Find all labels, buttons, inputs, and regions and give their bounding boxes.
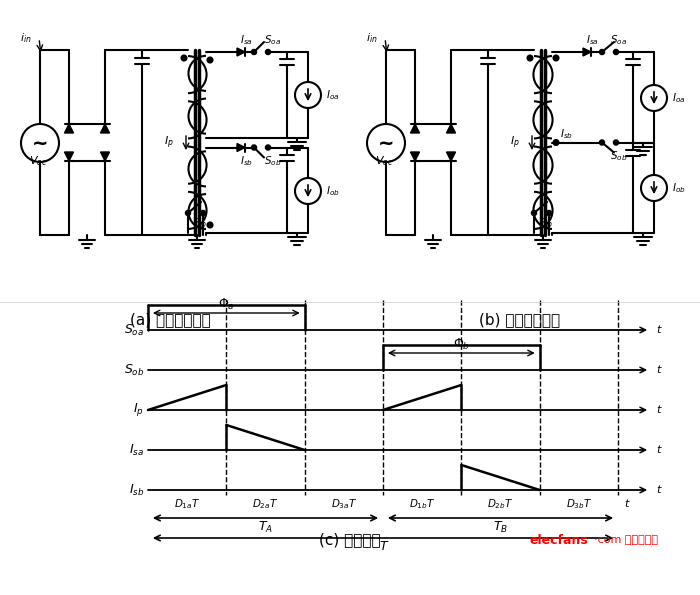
Text: $I_{sb}$: $I_{sb}$ [560, 127, 573, 142]
Text: t: t [656, 405, 660, 415]
Text: $D_{1b}T$: $D_{1b}T$ [409, 497, 435, 511]
Text: ·com 电子发烧友: ·com 电子发烧友 [594, 535, 658, 545]
Text: $T_B$: $T_B$ [493, 519, 508, 534]
Circle shape [614, 50, 618, 54]
Text: ~: ~ [378, 133, 394, 152]
Text: $I_{oa}$: $I_{oa}$ [326, 88, 340, 102]
Text: $i_{in}$: $i_{in}$ [20, 31, 32, 45]
Text: $S_{ob}$: $S_{ob}$ [264, 155, 281, 168]
Polygon shape [237, 143, 245, 152]
Text: t: t [656, 485, 660, 495]
Circle shape [295, 82, 321, 108]
Circle shape [641, 85, 667, 111]
Circle shape [266, 50, 270, 54]
Text: $D_{3a}T$: $D_{3a}T$ [330, 497, 357, 511]
Text: $I_{sa}$: $I_{sa}$ [586, 33, 598, 47]
Text: $I_{sa}$: $I_{sa}$ [129, 443, 144, 458]
Polygon shape [101, 124, 109, 133]
Text: $I_{oa}$: $I_{oa}$ [672, 91, 685, 105]
Text: T: T [379, 540, 387, 553]
Text: $V_{ac}$: $V_{ac}$ [374, 154, 393, 168]
Text: elecfans: elecfans [530, 534, 589, 546]
Circle shape [295, 178, 321, 204]
Text: $i_{in}$: $i_{in}$ [366, 31, 377, 45]
Text: $I_{sb}$: $I_{sb}$ [129, 483, 144, 497]
Polygon shape [583, 48, 591, 56]
Circle shape [201, 211, 205, 215]
Text: $T_A$: $T_A$ [258, 519, 273, 534]
Text: t: t [656, 365, 660, 375]
Text: $S_p$: $S_p$ [539, 217, 552, 233]
Circle shape [547, 211, 551, 215]
Text: $I_p$: $I_p$ [164, 135, 174, 151]
Text: $I_{ob}$: $I_{ob}$ [326, 184, 340, 198]
Text: (c) 开关时序: (c) 开关时序 [319, 533, 381, 547]
Circle shape [266, 145, 270, 150]
Text: $S_{ob}$: $S_{ob}$ [610, 149, 627, 164]
Circle shape [600, 140, 604, 145]
Text: t: t [656, 445, 660, 455]
Circle shape [554, 55, 559, 61]
Text: $D_{1a}T$: $D_{1a}T$ [174, 497, 200, 511]
Text: $\Phi_a$: $\Phi_a$ [218, 296, 234, 312]
Circle shape [614, 140, 618, 145]
Text: $I_p$: $I_p$ [510, 135, 520, 151]
Text: $S_{oa}$: $S_{oa}$ [124, 322, 144, 337]
Text: $I_{ob}$: $I_{ob}$ [672, 181, 686, 195]
Polygon shape [101, 152, 109, 161]
Polygon shape [410, 152, 419, 161]
Text: (a) 独立输出绕组: (a) 独立输出绕组 [130, 312, 211, 327]
Polygon shape [410, 124, 419, 133]
Text: $D_{3b}T$: $D_{3b}T$ [566, 497, 592, 511]
Text: $\Phi_b$: $\Phi_b$ [453, 336, 470, 352]
Text: $I_{sb}$: $I_{sb}$ [240, 155, 253, 168]
Text: ~: ~ [32, 133, 48, 152]
Text: (b) 共用输出绕组: (b) 共用输出绕组 [480, 312, 561, 327]
Text: $S_{ob}$: $S_{ob}$ [124, 362, 144, 378]
Circle shape [181, 55, 186, 61]
Circle shape [528, 55, 533, 61]
Text: $S_{oa}$: $S_{oa}$ [264, 33, 281, 47]
Circle shape [367, 124, 405, 162]
Text: t: t [656, 325, 660, 335]
Text: $I_{sa}$: $I_{sa}$ [240, 33, 253, 47]
Circle shape [641, 175, 667, 201]
Text: $D_{2a}T$: $D_{2a}T$ [252, 497, 279, 511]
Circle shape [207, 223, 213, 227]
Polygon shape [64, 124, 74, 133]
Text: $V_{ac}$: $V_{ac}$ [29, 154, 48, 168]
Text: $S_p$: $S_p$ [193, 217, 206, 233]
Circle shape [554, 140, 559, 145]
Circle shape [186, 211, 190, 215]
Circle shape [532, 211, 536, 215]
Circle shape [600, 50, 604, 54]
Circle shape [21, 124, 59, 162]
Polygon shape [237, 48, 245, 56]
Text: $S_{oa}$: $S_{oa}$ [610, 33, 627, 47]
Circle shape [207, 58, 213, 62]
Circle shape [252, 50, 256, 54]
Polygon shape [447, 152, 456, 161]
Text: t: t [624, 499, 628, 509]
Circle shape [252, 145, 256, 150]
Text: $I_p$: $I_p$ [133, 402, 144, 418]
Polygon shape [64, 152, 74, 161]
Polygon shape [447, 124, 456, 133]
Text: $D_{2b}T$: $D_{2b}T$ [487, 497, 514, 511]
